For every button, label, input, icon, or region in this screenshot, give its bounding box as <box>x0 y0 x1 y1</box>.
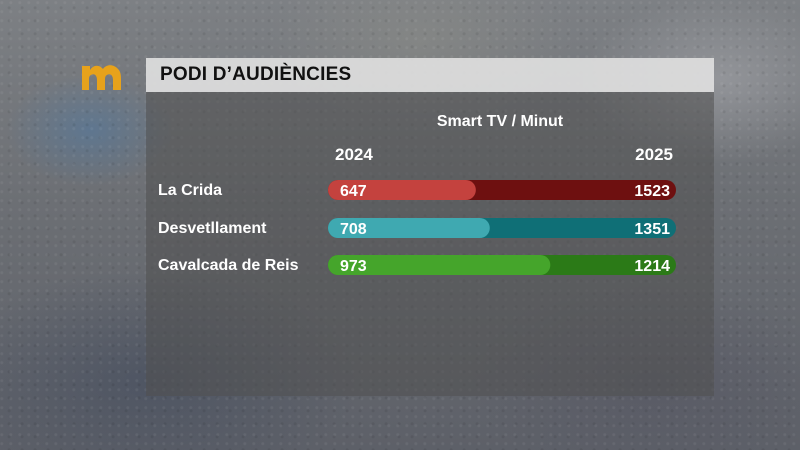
value-label-2025: 1351 <box>634 221 670 238</box>
category-label: Desvetllament <box>158 220 267 237</box>
bar-2024 <box>328 218 490 238</box>
title-bar: PODI D’AUDIÈNCIES <box>146 58 714 92</box>
audience-bar-chart: Smart TV / Minut 2024 2025 La Crida 647 1523 D… <box>158 113 676 275</box>
value-label-2024: 973 <box>340 258 367 275</box>
series-label-2025: 2025 <box>635 145 673 164</box>
chart-panel: Smart TV / Minut 2024 2025 La Crida 647 1523 D… <box>146 92 714 396</box>
bar-2024 <box>328 180 476 200</box>
chart-subtitle: Smart TV / Minut <box>437 113 564 130</box>
m-logo-icon <box>82 65 121 90</box>
series-label-2024: 2024 <box>335 145 373 164</box>
category-label: La Crida <box>158 182 222 199</box>
value-label-2024: 708 <box>340 221 367 238</box>
bar-2024 <box>328 255 551 275</box>
page-title: PODI D’AUDIÈNCIES <box>160 64 352 85</box>
value-label-2024: 647 <box>340 183 367 200</box>
category-label: Cavalcada de Reis <box>158 257 299 274</box>
value-label-2025: 1214 <box>634 258 670 275</box>
value-label-2025: 1523 <box>634 183 670 200</box>
